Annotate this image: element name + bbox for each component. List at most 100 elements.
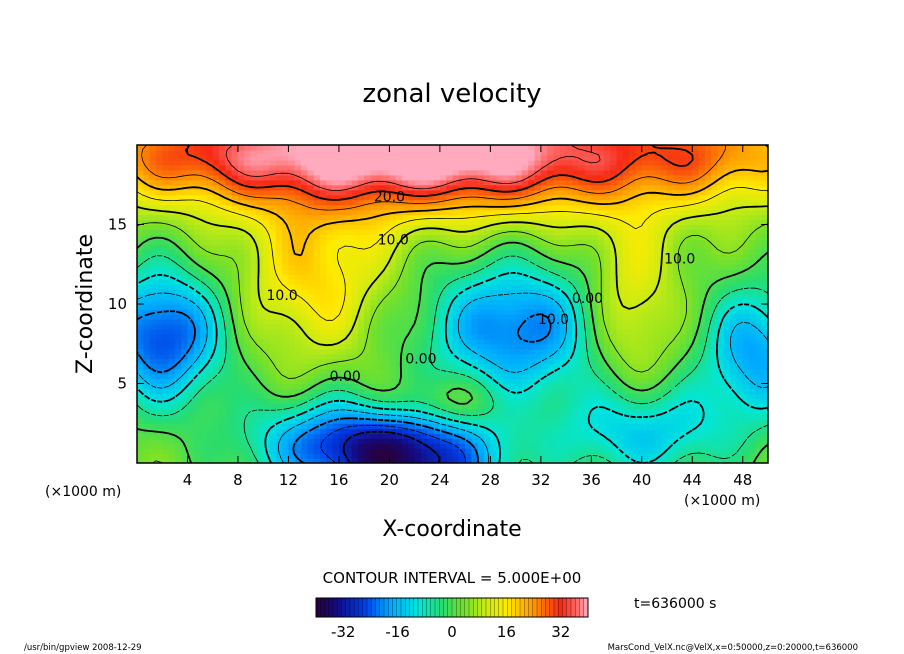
- field-cell: [326, 239, 334, 245]
- field-cell: [711, 428, 719, 434]
- field-cell: [408, 224, 416, 231]
- field-cell: [168, 453, 176, 459]
- field-cell: [641, 289, 649, 295]
- field-cell: [149, 219, 157, 226]
- field-cell: [736, 368, 744, 375]
- field-cell: [654, 259, 662, 265]
- field-cell: [351, 294, 359, 300]
- field-cell: [685, 458, 693, 463]
- field-cell: [137, 323, 144, 330]
- field-cell: [263, 373, 271, 380]
- field-cell: [427, 373, 435, 380]
- field-cell: [376, 353, 384, 360]
- field-cell: [420, 318, 428, 325]
- field-cell: [749, 254, 756, 260]
- field-cell: [376, 219, 384, 226]
- field-cell: [484, 373, 491, 380]
- field-cell: [326, 458, 334, 463]
- field-cell: [446, 353, 454, 360]
- field-cell: [742, 408, 750, 414]
- field-cell: [137, 348, 144, 355]
- field-cell: [263, 249, 271, 255]
- field-cell: [212, 403, 220, 409]
- field-cell: [256, 393, 264, 400]
- field-cell: [237, 219, 245, 226]
- field-cell: [452, 299, 460, 305]
- field-cell: [502, 458, 510, 463]
- field-cell: [465, 453, 473, 459]
- field-cell: [181, 383, 189, 390]
- field-cell: [477, 269, 485, 275]
- field-cell: [332, 318, 340, 325]
- field-cell: [143, 403, 151, 409]
- field-cell: [667, 249, 674, 255]
- field-cell: [660, 249, 668, 255]
- field-cell: [288, 304, 296, 310]
- field-cell: [237, 333, 245, 340]
- field-cell: [685, 348, 693, 355]
- field-cell: [471, 274, 479, 280]
- field-cell: [654, 214, 662, 221]
- field-cell: [301, 368, 308, 375]
- field-cell: [484, 353, 491, 360]
- field-cell: [338, 393, 346, 400]
- field-cell: [717, 284, 725, 290]
- field-cell: [345, 254, 353, 260]
- field-cell: [383, 403, 390, 409]
- field-cell: [521, 304, 529, 310]
- field-cell: [648, 363, 656, 370]
- field-cell: [319, 254, 327, 260]
- field-cell: [275, 433, 283, 439]
- field-cell: [496, 378, 504, 385]
- field-cell: [200, 458, 208, 463]
- field-cell: [502, 239, 510, 245]
- field-cell: [572, 403, 580, 409]
- field-cell: [408, 299, 416, 305]
- field-cell: [711, 274, 719, 280]
- field-cell: [572, 413, 580, 419]
- field-cell: [237, 299, 245, 305]
- field-cell: [338, 234, 346, 241]
- field-cell: [496, 299, 504, 305]
- field-cell: [578, 313, 586, 320]
- field-cell: [174, 378, 182, 385]
- field-cell: [389, 348, 397, 355]
- field-cell: [168, 378, 176, 385]
- field-cell: [237, 423, 245, 429]
- field-cell: [654, 348, 662, 355]
- field-cell: [357, 333, 365, 340]
- field-cell: [219, 448, 226, 454]
- field-cell: [566, 289, 573, 295]
- field-cell: [515, 393, 523, 400]
- field-cell: [244, 249, 252, 255]
- field-cell: [566, 448, 573, 454]
- field-cell: [275, 219, 283, 226]
- field-cell: [591, 353, 599, 360]
- field-cell: [730, 224, 738, 231]
- field-cell: [616, 328, 624, 335]
- field-cell: [711, 214, 719, 221]
- field-cell: [319, 403, 327, 409]
- field-cell: [547, 453, 555, 459]
- field-cell: [515, 368, 523, 375]
- field-cell: [648, 333, 656, 340]
- field-cell: [566, 398, 573, 404]
- field-cell: [389, 264, 397, 270]
- field-cell: [155, 289, 163, 295]
- field-cell: [282, 343, 290, 350]
- field-cell: [383, 363, 390, 370]
- field-cell: [427, 333, 435, 340]
- field-cell: [704, 428, 712, 434]
- field-cell: [206, 428, 214, 434]
- field-cell: [439, 348, 447, 355]
- field-cell: [225, 338, 233, 345]
- field-cell: [187, 453, 195, 459]
- field-cell: [193, 418, 201, 424]
- field-cell: [414, 458, 422, 463]
- field-cell: [654, 448, 662, 454]
- field-cell: [736, 383, 744, 390]
- field-cell: [256, 284, 264, 290]
- field-cell: [465, 378, 473, 385]
- field-cell: [635, 408, 643, 414]
- field-cell: [364, 388, 372, 395]
